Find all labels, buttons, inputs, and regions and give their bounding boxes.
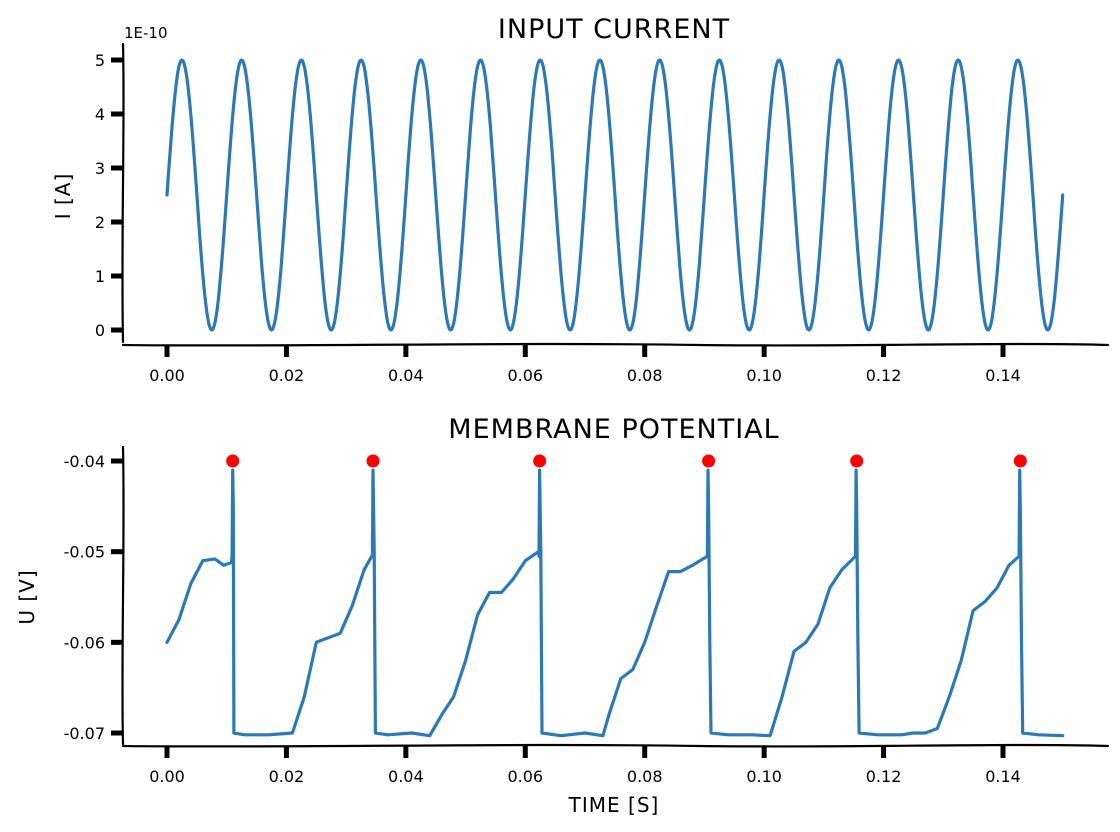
y-tick-label: -0.07 bbox=[64, 724, 105, 743]
x-tick-label: 0.10 bbox=[746, 366, 782, 385]
x-tick-label: 0.02 bbox=[269, 767, 305, 786]
spike-marker bbox=[1013, 454, 1027, 468]
membrane-potential-x-axis bbox=[121, 743, 1110, 748]
y-tick-label: 3 bbox=[95, 159, 105, 178]
spike-marker bbox=[533, 454, 547, 468]
x-tick-label: 0.08 bbox=[627, 366, 663, 385]
y-tick-label: -0.05 bbox=[64, 543, 105, 562]
x-tick-label: 0.10 bbox=[746, 767, 782, 786]
membrane-potential-ylabel: U [V] bbox=[15, 569, 39, 624]
x-tick-label: 0.12 bbox=[866, 366, 902, 385]
y-tick-label: -0.04 bbox=[64, 452, 105, 471]
x-tick-label: 0.14 bbox=[985, 366, 1021, 385]
x-tick-label: 0.14 bbox=[985, 767, 1021, 786]
y-tick-label: 0 bbox=[95, 321, 105, 340]
x-tick-label: 0.00 bbox=[149, 767, 185, 786]
membrane-potential-xlabel: TIME [S] bbox=[568, 793, 660, 817]
input-current-y-axis bbox=[121, 42, 125, 344]
input-current-ylabel: I [A] bbox=[51, 173, 75, 220]
x-tick-label: 0.00 bbox=[149, 366, 185, 385]
x-tick-label: 0.06 bbox=[507, 767, 543, 786]
y-tick-label: 1 bbox=[95, 267, 105, 286]
spike-marker bbox=[702, 454, 716, 468]
membrane-potential-line bbox=[165, 468, 1065, 738]
input-current-panel: INPUT CURRENT 1E-10 I [A] 0 1 2 3 4 5 0.00 0.0… bbox=[51, 14, 1110, 385]
membrane-potential-panel: MEMBRANE POTENTIAL U [V] TIME [S] -0.07 -… bbox=[15, 414, 1110, 817]
input-current-line bbox=[165, 58, 1065, 332]
input-current-x-axis bbox=[121, 342, 1110, 347]
spike-marker bbox=[226, 454, 240, 468]
input-current-title: INPUT CURRENT bbox=[498, 14, 730, 45]
spike-marker bbox=[850, 454, 864, 468]
y-tick-label: -0.06 bbox=[64, 633, 105, 652]
x-tick-label: 0.04 bbox=[388, 366, 424, 385]
x-tick-label: 0.06 bbox=[507, 366, 543, 385]
y-tick-label: 5 bbox=[95, 51, 105, 70]
x-tick-label: 0.04 bbox=[388, 767, 424, 786]
membrane-potential-title: MEMBRANE POTENTIAL bbox=[448, 414, 779, 445]
membrane-potential-y-axis bbox=[121, 445, 125, 746]
x-tick-label: 0.12 bbox=[866, 767, 902, 786]
y-offset-label: 1E-10 bbox=[124, 24, 168, 42]
spike-marker bbox=[366, 454, 380, 468]
y-tick-label: 4 bbox=[95, 105, 105, 124]
x-tick-label: 0.02 bbox=[269, 366, 305, 385]
x-tick-label: 0.08 bbox=[627, 767, 663, 786]
y-tick-label: 2 bbox=[95, 213, 105, 232]
